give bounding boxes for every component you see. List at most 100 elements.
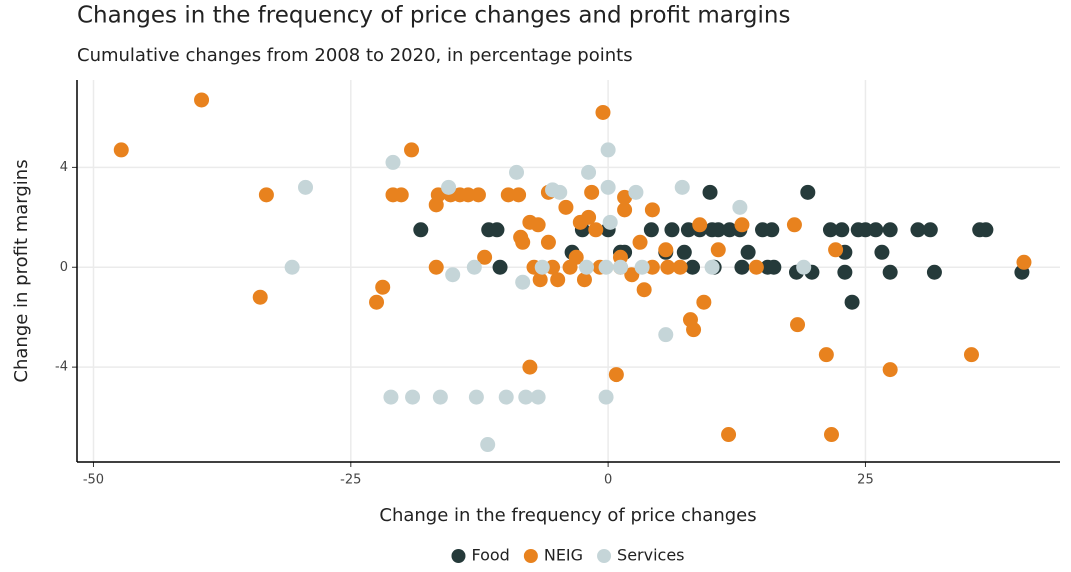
point <box>428 259 444 275</box>
point <box>632 234 648 250</box>
point <box>518 389 534 405</box>
point <box>786 217 802 233</box>
point <box>258 187 274 203</box>
y-tick-label: 4 <box>60 160 68 175</box>
x-tick-label: 25 <box>857 473 874 488</box>
point <box>500 187 516 203</box>
point <box>383 389 399 405</box>
x-tick-label: 0 <box>604 473 612 488</box>
point <box>598 259 614 275</box>
point <box>602 214 618 230</box>
point <box>740 244 756 260</box>
point <box>530 389 546 405</box>
legend-marker <box>597 549 612 563</box>
point <box>664 222 680 238</box>
point <box>882 222 898 238</box>
point <box>766 259 782 275</box>
legend-marker <box>523 549 538 563</box>
point <box>748 259 764 275</box>
point <box>581 209 597 225</box>
point <box>686 322 702 338</box>
x-tick-label: -25 <box>340 473 361 488</box>
legend-marker <box>451 549 466 563</box>
y-tick-label: -4 <box>55 360 68 375</box>
point <box>837 264 853 280</box>
point <box>796 259 812 275</box>
point <box>617 189 633 205</box>
point <box>882 362 898 378</box>
point <box>405 389 421 405</box>
point <box>764 222 780 238</box>
point <box>874 244 890 260</box>
point <box>588 222 604 238</box>
point <box>252 289 268 305</box>
point <box>600 179 616 195</box>
point <box>430 187 446 203</box>
point <box>676 244 692 260</box>
point <box>576 272 592 288</box>
point <box>545 259 561 275</box>
point <box>844 294 860 310</box>
point <box>800 184 816 200</box>
point <box>882 264 898 280</box>
point <box>834 222 850 238</box>
point <box>385 154 401 170</box>
point <box>674 179 690 195</box>
point <box>413 222 429 238</box>
point <box>617 202 633 218</box>
point <box>790 317 806 333</box>
chart-subtitle: Cumulative changes from 2008 to 2020, in… <box>77 45 633 66</box>
point <box>612 259 628 275</box>
point <box>823 427 839 443</box>
legend-label: Services <box>617 546 684 565</box>
point <box>710 242 726 258</box>
y-tick-label: 0 <box>60 260 68 275</box>
point <box>445 267 461 283</box>
point <box>470 187 486 203</box>
point <box>466 259 482 275</box>
point <box>704 259 720 275</box>
point <box>477 249 493 265</box>
point <box>579 259 595 275</box>
point <box>534 259 550 275</box>
point <box>432 389 448 405</box>
x-axis-label: Change in the frequency of price changes <box>379 505 756 526</box>
point <box>828 242 844 258</box>
point <box>926 264 942 280</box>
point <box>978 222 994 238</box>
point <box>660 259 676 275</box>
point <box>369 294 385 310</box>
point <box>644 259 660 275</box>
point <box>734 217 750 233</box>
point <box>530 217 546 233</box>
point <box>910 222 926 238</box>
point <box>608 367 624 383</box>
point <box>194 92 210 108</box>
point <box>868 222 884 238</box>
point <box>393 187 409 203</box>
legend-label: Food <box>471 546 509 565</box>
point <box>515 234 531 250</box>
point <box>634 259 650 275</box>
point <box>732 199 748 215</box>
point <box>375 279 391 295</box>
point <box>963 347 979 363</box>
point <box>685 259 701 275</box>
point <box>581 164 597 180</box>
point <box>460 187 476 203</box>
point <box>480 437 496 453</box>
point <box>1016 254 1032 270</box>
point <box>532 272 548 288</box>
point <box>822 222 838 238</box>
point <box>643 222 659 238</box>
point <box>498 389 514 405</box>
point <box>624 267 640 283</box>
point <box>722 222 738 238</box>
point <box>734 259 750 275</box>
point <box>644 202 660 218</box>
point <box>552 184 568 200</box>
point <box>540 234 556 250</box>
point <box>818 347 834 363</box>
point <box>672 259 688 275</box>
point <box>658 242 674 258</box>
